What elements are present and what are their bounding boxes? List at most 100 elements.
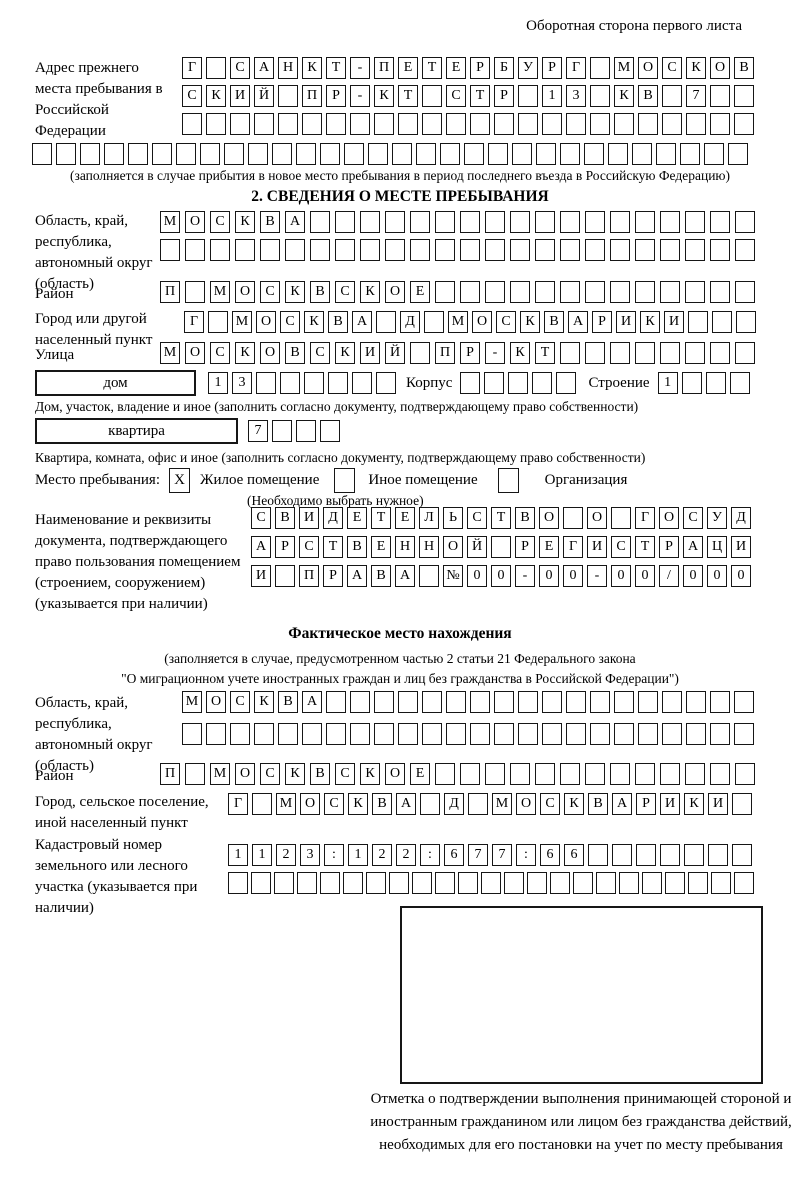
char-box[interactable] [535,763,555,785]
char-box[interactable] [435,872,455,894]
char-box[interactable]: С [324,793,344,815]
char-box[interactable]: Д [400,311,420,333]
char-box[interactable]: И [708,793,728,815]
char-box[interactable] [460,211,480,233]
char-box[interactable]: П [302,85,322,107]
char-box[interactable] [488,143,508,165]
char-box[interactable] [446,113,466,135]
char-box[interactable] [660,763,680,785]
char-box[interactable]: - [350,85,370,107]
char-box[interactable] [272,143,292,165]
char-box[interactable] [360,211,380,233]
char-box[interactable] [285,239,305,261]
char-box[interactable]: И [616,311,636,333]
char-box[interactable] [410,211,430,233]
char-box[interactable] [610,281,630,303]
char-box[interactable]: Ь [443,507,463,529]
char-box[interactable]: : [324,844,344,866]
char-box[interactable] [350,723,370,745]
char-box[interactable] [556,372,577,394]
char-box[interactable]: К [285,281,305,303]
char-box[interactable]: Р [542,57,562,79]
char-box[interactable] [585,763,605,785]
char-box[interactable]: М [160,211,180,233]
char-box[interactable]: П [160,763,180,785]
char-box[interactable] [508,372,529,394]
char-box[interactable] [485,281,505,303]
char-box[interactable]: 3 [232,372,252,394]
char-box[interactable]: С [683,507,703,529]
char-box[interactable] [272,420,292,442]
char-box[interactable]: 0 [491,565,511,587]
char-box[interactable]: А [285,211,305,233]
char-box[interactable] [366,872,386,894]
char-box[interactable] [736,311,756,333]
char-box[interactable] [510,211,530,233]
char-box[interactable] [510,281,530,303]
char-box[interactable] [566,723,586,745]
char-box[interactable] [485,211,505,233]
char-box[interactable] [735,342,755,364]
char-box[interactable]: О [300,793,320,815]
char-box[interactable] [422,85,442,107]
char-box[interactable] [310,239,330,261]
char-box[interactable] [685,763,705,785]
char-box[interactable]: А [251,536,271,558]
char-box[interactable] [685,211,705,233]
char-box[interactable] [585,281,605,303]
char-box[interactable]: В [310,281,330,303]
char-box[interactable] [510,763,530,785]
char-box[interactable]: 0 [731,565,751,587]
char-box[interactable]: Д [444,793,464,815]
char-box[interactable] [374,691,394,713]
stay-option-checkbox-other[interactable] [334,468,356,493]
char-box[interactable]: С [260,763,280,785]
char-box[interactable]: К [348,793,368,815]
char-box[interactable] [518,723,538,745]
char-box[interactable]: Е [371,536,391,558]
char-box[interactable] [732,844,752,866]
char-box[interactable] [560,342,580,364]
char-box[interactable] [352,372,372,394]
char-box[interactable]: С [446,85,466,107]
char-box[interactable] [419,565,439,587]
char-box[interactable] [470,723,490,745]
char-box[interactable]: Т [491,507,511,529]
char-box[interactable] [735,281,755,303]
char-box[interactable] [485,763,505,785]
char-box[interactable] [422,723,442,745]
char-box[interactable] [680,143,700,165]
char-box[interactable] [376,311,396,333]
char-box[interactable] [685,239,705,261]
char-box[interactable]: Г [563,536,583,558]
char-box[interactable]: О [587,507,607,529]
char-box[interactable] [585,239,605,261]
char-box[interactable] [636,844,656,866]
char-box[interactable] [80,143,100,165]
char-box[interactable]: М [492,793,512,815]
char-box[interactable] [614,113,634,135]
char-box[interactable]: И [731,536,751,558]
char-box[interactable]: В [734,57,754,79]
char-box[interactable]: Т [535,342,555,364]
char-box[interactable] [228,872,248,894]
char-box[interactable]: А [683,536,703,558]
char-box[interactable]: 7 [492,844,512,866]
char-box[interactable] [435,239,455,261]
char-box[interactable] [446,691,466,713]
char-box[interactable]: В [260,211,280,233]
char-box[interactable] [608,143,628,165]
char-box[interactable] [302,723,322,745]
char-box[interactable] [504,872,524,894]
char-box[interactable]: К [335,342,355,364]
char-box[interactable]: А [254,57,274,79]
char-box[interactable] [416,143,436,165]
char-box[interactable]: Р [326,85,346,107]
char-box[interactable] [385,239,405,261]
char-box[interactable] [320,420,340,442]
char-box[interactable]: С [230,57,250,79]
char-box[interactable]: М [160,342,180,364]
char-box[interactable]: О [638,57,658,79]
char-box[interactable]: Т [635,536,655,558]
char-box[interactable] [176,143,196,165]
